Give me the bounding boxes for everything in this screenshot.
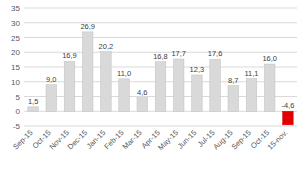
data-label: 17,7	[171, 49, 186, 58]
data-label: 11,0	[117, 69, 131, 78]
bar	[28, 107, 39, 111]
data-label: -4,6	[281, 101, 294, 110]
bar	[82, 32, 93, 111]
x-tick-label: Jun-15	[176, 128, 199, 151]
bar	[155, 62, 166, 112]
y-tick-label: -5	[13, 122, 21, 131]
grid-line	[24, 126, 297, 127]
bar	[283, 111, 294, 125]
x-tick-label: Mar-15	[121, 128, 144, 151]
data-label: 17,6	[208, 49, 223, 58]
bar	[64, 61, 75, 111]
y-tick-label: 10	[11, 78, 20, 87]
y-tick-label: 30	[11, 19, 20, 28]
bar	[228, 86, 239, 112]
bar	[210, 59, 221, 111]
x-tick-label: May-15	[156, 128, 180, 152]
data-label: 1,5	[28, 97, 38, 106]
data-label: 16,8	[153, 52, 168, 61]
data-label: 16,0	[262, 54, 277, 63]
x-tick-label: 15-nov.	[266, 128, 290, 152]
grid-line	[24, 22, 297, 23]
bar	[137, 98, 148, 112]
y-tick-label: 35	[11, 4, 20, 13]
data-label: 4,6	[137, 88, 147, 97]
data-label: 26,9	[80, 22, 95, 31]
y-tick-label: 20	[11, 48, 20, 57]
y-tick-label: 5	[16, 93, 21, 102]
bar	[119, 79, 130, 111]
y-tick-label: 0	[16, 107, 21, 116]
bar	[101, 52, 112, 112]
x-tick-label: Sep-15	[229, 128, 252, 151]
bar	[192, 75, 203, 111]
data-label: 20,2	[99, 42, 114, 51]
bar	[46, 85, 57, 112]
data-label: 8,7	[228, 76, 238, 85]
x-tick-label: Dec-15	[66, 128, 89, 151]
bar	[264, 64, 275, 111]
data-label: 9,0	[46, 75, 56, 84]
grid-line	[24, 37, 297, 38]
bar	[246, 79, 257, 112]
data-label: 16,9	[62, 51, 77, 60]
chart: -5 0 5 10 15 20 25 30 35 1,5 9,0 16,9 26,9 20,2 11,0 4,…	[0, 0, 300, 170]
y-tick-label: 25	[11, 34, 20, 43]
x-tick-label: Sep-15	[11, 128, 34, 151]
y-tick-label: 15	[11, 63, 20, 72]
grid-line	[24, 8, 297, 9]
bar	[173, 59, 184, 111]
data-label: 12,3	[190, 65, 205, 74]
data-label: 11,1	[244, 69, 258, 78]
